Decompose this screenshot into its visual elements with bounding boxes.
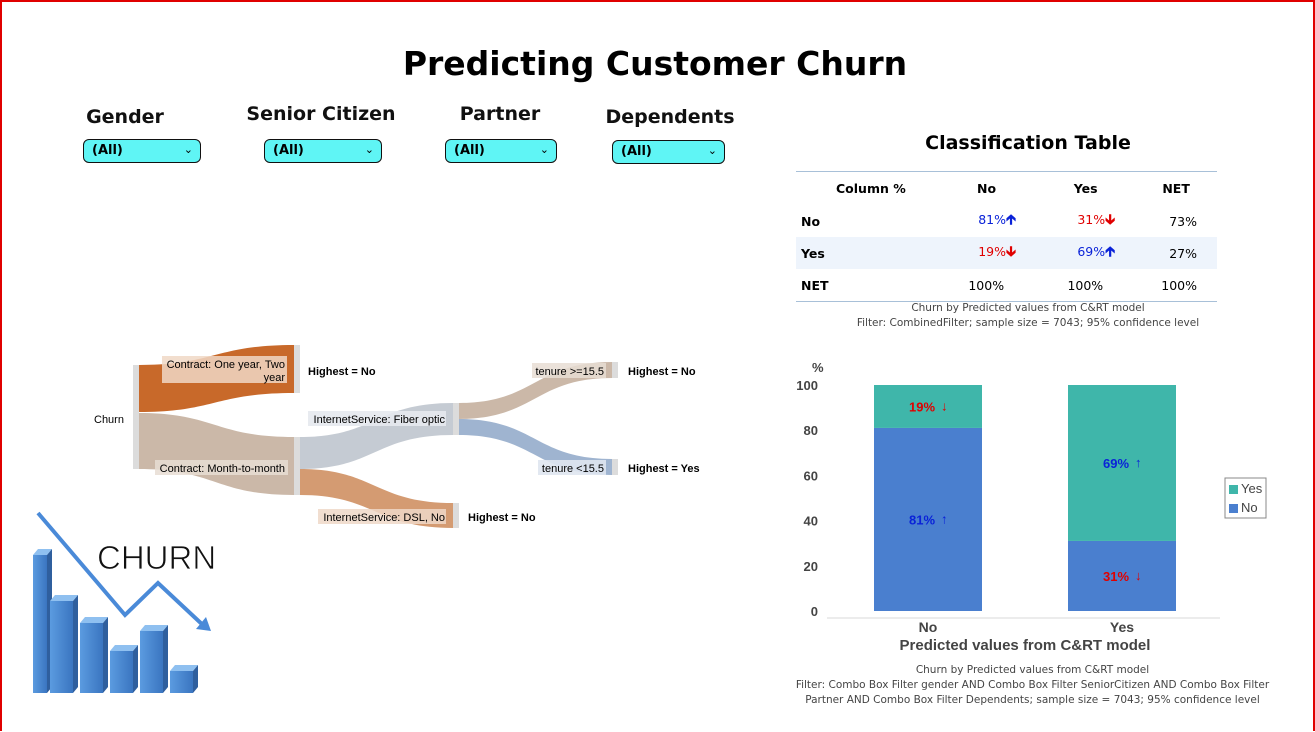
filter-label-dependents: Dependents <box>605 106 735 128</box>
filter-label-gender: Gender <box>86 106 164 128</box>
sankey-node-one-two-year <box>294 345 300 393</box>
sankey-diagram: Churn Contract: One year, Two year Highe… <box>94 345 700 528</box>
arrow-down-icon: ↓ <box>1135 568 1142 583</box>
bar-chart-caption: Churn by Predicted values from C&RT mode… <box>795 664 1270 706</box>
page-title: Predicting Customer Churn <box>402 44 908 83</box>
legend-swatch-yes <box>1229 485 1238 494</box>
arrow-down-icon: 🡳 <box>1105 212 1116 228</box>
sankey-label-churn: Churn <box>94 414 124 426</box>
table-cell: 73% <box>1169 213 1197 229</box>
row-header: NET <box>801 277 829 293</box>
table-cell: 100% <box>1067 277 1104 293</box>
table-cell: 19%🡳 <box>937 237 1037 269</box>
bar-segment-yes-no <box>874 385 982 428</box>
sankey-node-tenure-lo <box>612 459 618 475</box>
sankey-node-fiber <box>453 403 459 435</box>
partner-combo-box[interactable]: (All) ⌄ <box>445 139 557 163</box>
y-tick-label: 80 <box>804 423 818 438</box>
senior-citizen-combo-box[interactable]: (All) ⌄ <box>264 139 382 163</box>
row-header: Yes <box>796 237 937 269</box>
sankey-node-churn <box>133 365 139 469</box>
bar-segment-no-yes <box>1068 540 1176 611</box>
sankey-label-dsl: InternetService: DSL, No <box>323 512 445 524</box>
bar-data-label: 31% <box>1103 569 1129 584</box>
table-cell: 31%🡳 <box>1077 212 1116 228</box>
table-cell: 100% <box>968 277 1005 293</box>
filter-label-partner: Partner <box>459 103 541 125</box>
legend-label-yes: Yes <box>1241 481 1263 496</box>
dependents-combo-value: (All) <box>621 144 652 159</box>
arrow-up-icon: 🡱 <box>1105 244 1116 260</box>
sankey-label-highest-no-2: Highest = No <box>468 512 536 524</box>
sankey-label-highest-no-1: Highest = No <box>308 366 376 378</box>
column-header: NET <box>1162 181 1190 196</box>
bar-data-label: 69% <box>1103 456 1129 471</box>
sankey-label-tenure-hi: tenure >=15.5 <box>535 366 604 378</box>
table-row: No 81%🡱 31%🡳 73% <box>796 205 1217 237</box>
table-cell: 27% <box>1135 237 1217 269</box>
legend-swatch-no <box>1229 504 1238 513</box>
y-tick-label: 40 <box>804 514 818 529</box>
bar-segment-yes-yes <box>1068 385 1176 541</box>
arrow-down-icon: ↓ <box>941 398 948 413</box>
column-header: No <box>977 181 997 196</box>
sankey-label-highest-no-3: Highest = No <box>628 366 696 378</box>
y-tick-label: 20 <box>804 559 818 574</box>
column-header: Yes <box>1073 181 1098 196</box>
filter-label-senior-citizen: Senior Citizen <box>246 103 396 125</box>
arrow-down-icon: 🡳 <box>1006 244 1017 260</box>
sankey-label-fiber: InternetService: Fiber optic <box>314 414 446 426</box>
sankey-label-highest-yes: Highest = Yes <box>628 463 700 475</box>
sankey-label-one-two-year: Contract: One year, Two <box>167 359 285 371</box>
y-tick-label: 0 <box>811 604 818 619</box>
sankey-label-month-to-month: Contract: Month-to-month <box>160 463 285 475</box>
table-row: NET 100% 100% 100% <box>796 269 1217 302</box>
chevron-down-icon: ⌄ <box>183 143 193 156</box>
dependents-combo-box[interactable]: (All) ⌄ <box>612 140 725 164</box>
x-tick-label: Yes <box>1110 619 1134 635</box>
arrow-up-icon: ↑ <box>1135 455 1142 470</box>
sankey-link-month-to-month <box>139 413 294 495</box>
sankey-node-dsl <box>453 503 459 528</box>
partner-combo-value: (All) <box>454 143 485 158</box>
sankey-node-tenure-hi <box>612 362 618 378</box>
bar-data-label: 81% <box>909 512 935 527</box>
row-header: No <box>801 213 821 229</box>
churn-logo-text: CHURN <box>97 539 216 576</box>
chevron-down-icon: ⌄ <box>539 143 549 156</box>
sankey-label-tenure-lo: tenure <15.5 <box>542 463 604 475</box>
x-axis-title: Predicted values from C&RT model <box>900 637 1151 654</box>
chevron-down-icon: ⌄ <box>707 144 717 157</box>
sankey-node-month-to-month <box>294 437 300 495</box>
chevron-down-icon: ⌄ <box>364 143 374 156</box>
classification-table: Column % No Yes NET No 81%🡱 31%🡳 73% Yes… <box>796 171 1217 302</box>
arrow-up-icon: ↑ <box>941 511 948 526</box>
classification-table-caption: Churn by Predicted values from C&RT mode… <box>856 302 1200 329</box>
senior-citizen-combo-value: (All) <box>273 143 304 158</box>
table-cell: 81%🡱 <box>978 212 1017 228</box>
column-header: Column % <box>836 181 906 196</box>
y-tick-label: 100 <box>796 378 818 393</box>
bar-data-label: 19% <box>909 399 935 414</box>
arrow-up-icon: 🡱 <box>1006 212 1017 228</box>
churn-logo-image: CHURN <box>33 511 217 693</box>
chart-legend: Yes No <box>1224 477 1267 519</box>
classification-table-title: Classification Table <box>925 132 1131 154</box>
table-cell: 69%🡱 <box>1036 237 1136 269</box>
y-tick-label: 60 <box>804 468 818 483</box>
gender-combo-value: (All) <box>92 143 123 158</box>
table-header-row: Column % No Yes NET <box>796 172 1217 206</box>
bar-chart-icon <box>33 549 198 693</box>
legend-label-no: No <box>1241 500 1258 515</box>
table-row: Yes 19%🡳 69%🡱 27% <box>796 237 1217 269</box>
gender-combo-box[interactable]: (All) ⌄ <box>83 139 201 163</box>
stacked-bar-chart: 81% ↑ 19% ↓ 31% ↓ 69% ↑ 0 20 40 60 80 100 % No Yes P… <box>796 360 1267 654</box>
trend-arrow-icon <box>36 511 207 629</box>
x-tick-label: No <box>919 619 938 635</box>
table-cell: 100% <box>1161 277 1197 293</box>
bar-segment-no-no <box>874 427 982 611</box>
y-axis-label: % <box>812 360 824 375</box>
sankey-label-one-two-year-cont: year <box>264 372 286 384</box>
